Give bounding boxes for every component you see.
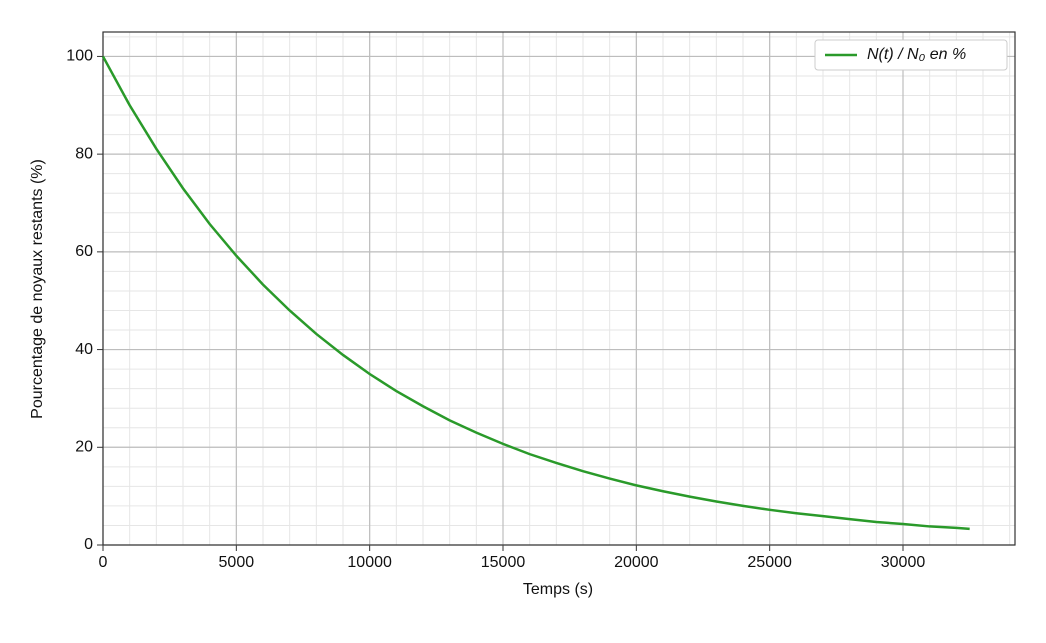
data-line [101, 55, 970, 531]
x-tick-label: 30000 [881, 554, 926, 571]
y-tick-label: 80 [75, 145, 93, 162]
y-tick-label: 20 [75, 439, 93, 456]
x-tick-label: 10000 [347, 554, 392, 571]
legend-label: N(t) / N₀ en % [867, 46, 966, 63]
legend-box [814, 39, 1008, 71]
x-tick-label: 0 [99, 554, 108, 571]
x-tick-label: 5000 [219, 554, 255, 571]
plot-frame [102, 31, 1016, 546]
y-tick-label: 60 [75, 243, 93, 260]
y-tick-label: 100 [66, 48, 93, 65]
y-axis-label: Pourcentage de noyaux restants (%) [29, 159, 46, 419]
y-tick-label: 0 [84, 536, 93, 553]
y-tick-label: 40 [75, 341, 93, 358]
x-tick-label: 20000 [614, 554, 659, 571]
x-axis-label: Temps (s) [523, 581, 593, 598]
x-tick-label: 15000 [481, 554, 526, 571]
x-tick-label: 25000 [747, 554, 792, 571]
